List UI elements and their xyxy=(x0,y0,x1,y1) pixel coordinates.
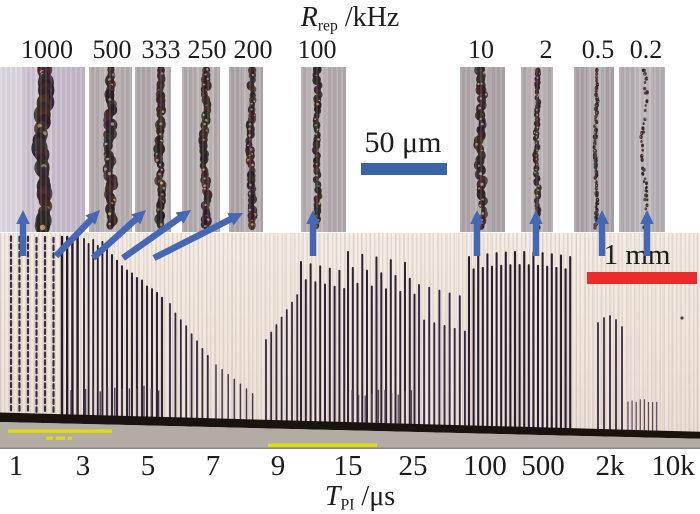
ablation-line-micrograph xyxy=(101,67,119,232)
ablation-line-micrograph xyxy=(242,67,260,232)
sample-photograph xyxy=(0,233,700,449)
micrograph-strip-0.5kHz xyxy=(574,67,614,232)
pulse-interval-tick-5: 5 xyxy=(140,450,156,482)
rep-rate-tick-500: 500 xyxy=(92,35,132,64)
rep-rate-tick-333: 333 xyxy=(141,35,181,64)
micrograph-strip-500kHz xyxy=(89,67,132,232)
yellow-marker-line xyxy=(268,443,377,447)
pulse-interval-tick-2k: 2k xyxy=(595,450,625,482)
pulse-interval-unit: /μs xyxy=(354,481,396,512)
pulse-interval-tick-9: 9 xyxy=(270,450,286,482)
rep-rate-subscript: rep xyxy=(317,17,338,35)
rep-rate-tick-0.5: 0.5 xyxy=(581,35,615,64)
scale-bar-1mm xyxy=(587,272,697,284)
pulse-interval-tick-10k: 10k xyxy=(651,450,695,482)
micrograph-strip-333kHz xyxy=(135,67,171,232)
pulse-interval-tick-1: 1 xyxy=(8,450,24,482)
ablation-line-micrograph xyxy=(528,67,546,232)
rep-rate-tick-2: 2 xyxy=(539,35,553,64)
rep-rate-tick-250: 250 xyxy=(187,35,227,64)
pulse-interval-tick-500: 500 xyxy=(521,450,565,482)
rep-rate-unit: /kHz xyxy=(337,2,400,33)
pulse-interval-subscript: PI xyxy=(340,496,355,514)
scribed-lines-graphic xyxy=(0,235,700,449)
ablation-line-micrograph xyxy=(151,67,169,232)
rep-rate-tick-100: 100 xyxy=(297,35,337,64)
scale-bar-50um xyxy=(361,163,447,175)
micrograph-strip-2kHz xyxy=(521,67,553,232)
yellow-marker-line xyxy=(8,429,112,433)
pulse-interval-axis-title: TPI /μs xyxy=(325,483,395,513)
rep-rate-tick-0.2: 0.2 xyxy=(629,35,663,64)
ablation-line-micrograph xyxy=(635,67,653,232)
rep-rate-symbol: R xyxy=(300,2,318,33)
ablation-line-micrograph xyxy=(308,67,326,232)
pulse-interval-symbol: T xyxy=(324,481,341,512)
sample-shadow xyxy=(0,422,700,449)
pulse-interval-tick-3: 3 xyxy=(75,450,91,482)
pulse-interval-tick-100: 100 xyxy=(463,450,507,482)
rep-rate-axis-title: Rrep /kHz xyxy=(301,4,400,34)
micrograph-strip-0.2kHz xyxy=(619,67,665,232)
pulse-interval-tick-15: 15 xyxy=(333,450,363,482)
pulse-interval-tick-7: 7 xyxy=(205,450,221,482)
ablation-line-micrograph xyxy=(196,67,214,232)
scale-bar-1mm-label: 1 mm xyxy=(603,239,671,271)
rep-rate-tick-200: 200 xyxy=(233,35,273,64)
ablation-line-micrograph xyxy=(472,67,490,232)
micrograph-strip-250kHz xyxy=(182,67,220,232)
micrograph-strip-1000kHz xyxy=(0,67,85,232)
rep-rate-tick-10: 10 xyxy=(468,35,494,64)
ablation-line-micrograph xyxy=(587,67,605,232)
pulse-interval-tick-25: 25 xyxy=(398,450,428,482)
micrograph-strip-100kHz xyxy=(301,67,346,232)
rep-rate-tick-1000: 1000 xyxy=(21,35,73,64)
ablation-line-micrograph xyxy=(31,67,55,232)
micrograph-strip-10kHz xyxy=(460,67,505,232)
scale-bar-50um-label: 50 μm xyxy=(364,126,442,159)
micrograph-strip-200kHz xyxy=(229,67,263,232)
sample-edge xyxy=(0,412,700,439)
